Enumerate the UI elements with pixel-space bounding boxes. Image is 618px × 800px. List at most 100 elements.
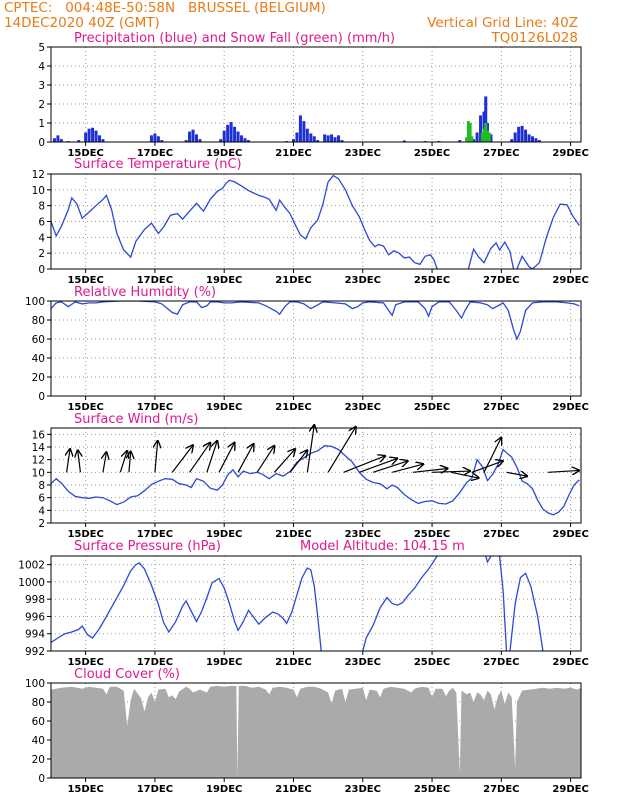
panel-cloud: 0 20 40 60 80 100 15DEC 17DEC 19DEC 21DEC 23DEC 25D… [25, 667, 589, 795]
bar [489, 134, 493, 142]
plot-frame [50, 555, 582, 652]
wind-arrow [372, 461, 408, 473]
x-tick-label: 27DEC [483, 402, 519, 413]
wind-arrow [119, 451, 127, 473]
y-tick-label: 998 [25, 594, 45, 606]
vertical-grid-note: Vertical Grid Line: 40Z [427, 15, 578, 31]
bar [94, 130, 98, 142]
bar [330, 134, 334, 142]
x-tick-label: 21DEC [275, 784, 311, 795]
x-tick-label: 15DEC [67, 275, 103, 286]
wind-arrow [218, 443, 235, 473]
y-tick-label: 100 [25, 296, 45, 308]
panel-humidity: 0 20 40 60 80 100 15DEC 17DEC 19DEC 21DEC 23DEC 25D… [25, 285, 589, 413]
y-tick-label: 12 [32, 169, 45, 181]
series-line [362, 556, 438, 651]
x-tick-label: 19DEC [206, 784, 242, 795]
bar [97, 135, 101, 142]
x-tick-label: 27DEC [483, 275, 519, 286]
y-tick-label: 12 [32, 455, 45, 467]
series-line [509, 572, 544, 651]
bar [485, 130, 489, 142]
y-tick-label: 14 [32, 442, 46, 454]
bar [302, 121, 306, 142]
y-tick-label: 60 [32, 716, 45, 728]
wind-arrow [67, 449, 70, 473]
x-tick-label: 17DEC [137, 529, 173, 540]
bar [524, 129, 528, 142]
series-line [51, 174, 438, 269]
x-tick-label: 29DEC [552, 784, 588, 795]
wind-arrow [483, 438, 501, 473]
wind-arrow [343, 456, 386, 473]
bar [156, 136, 160, 142]
cloud-cover-area [51, 685, 581, 778]
y-tick-label: 4 [38, 232, 45, 244]
y-tick-label: 6 [38, 493, 45, 505]
x-tick-label: 15DEC [67, 148, 103, 159]
bar [184, 140, 188, 142]
y-tick-label: 20 [32, 754, 45, 766]
series-line [467, 240, 515, 269]
x-tick-label: 15DEC [67, 784, 103, 795]
y-tick-label: 6 [38, 217, 45, 229]
bar [233, 126, 237, 142]
x-tick-label: 19DEC [206, 529, 242, 540]
series-line [51, 301, 580, 341]
bar [298, 115, 302, 142]
y-tick-label: 0 [38, 391, 45, 403]
bar [191, 129, 195, 142]
wind-arrow [392, 464, 423, 473]
bar [153, 133, 157, 142]
wind-arrow [103, 452, 106, 473]
bar [326, 135, 330, 142]
y-tick-label: 8 [38, 480, 45, 492]
bar [243, 138, 247, 142]
x-tick-label: 29DEC [552, 148, 588, 159]
bar [236, 131, 240, 142]
y-tick-label: 16 [32, 429, 46, 441]
bar [468, 123, 472, 142]
wind-arrow [237, 444, 254, 473]
bar [240, 135, 244, 142]
bar [537, 140, 541, 142]
x-tick-label: 27DEC [483, 148, 519, 159]
y-tick-label: 10 [32, 185, 45, 197]
x-tick-label: 29DEC [552, 657, 588, 668]
wind-arrow [412, 469, 448, 473]
plot-frame [50, 46, 582, 143]
y-tick-label: 8 [38, 201, 45, 213]
plot-frame [50, 682, 582, 779]
x-tick-label: 21DEC [275, 148, 311, 159]
panel-temperature: 0 2 4 6 8 10 12 15DEC 17DEC 19DEC 21DEC 23DEC 25DEC 2… [32, 157, 589, 286]
y-tick-label: 40 [32, 353, 45, 365]
x-tick-label: 23DEC [345, 784, 381, 795]
wind-arrow [450, 471, 479, 478]
run-date: 14DEC2020 40Z (GMT) [4, 15, 160, 31]
bar [101, 139, 105, 142]
bar [482, 111, 486, 142]
panel-pressure: 992 994 996 998 1000 1002 15DEC 17DEC 19DEC 21DEC… [18, 539, 589, 668]
series-line [516, 203, 580, 269]
bar [219, 139, 223, 142]
plot-frame [50, 300, 582, 397]
y-tick-label: 80 [32, 697, 45, 709]
y-tick-label: 10 [32, 467, 45, 479]
x-tick-label: 23DEC [345, 402, 381, 413]
y-tick-label: 20 [32, 372, 45, 384]
x-tick-label: 15DEC [67, 657, 103, 668]
y-tick-label: 4 [38, 61, 45, 73]
bar [479, 115, 483, 142]
bar [194, 134, 198, 142]
bar [160, 140, 164, 142]
model-altitude: Model Altitude: 104.15 m [300, 539, 465, 554]
bar [226, 124, 230, 142]
wind-arrow [506, 472, 528, 476]
wind-arrow [189, 443, 211, 473]
x-tick-label: 17DEC [137, 784, 173, 795]
y-tick-label: 100 [25, 678, 45, 690]
bar [295, 132, 299, 142]
panel-title: Precipitation (blue) and Snow Fall (gree… [74, 31, 395, 46]
